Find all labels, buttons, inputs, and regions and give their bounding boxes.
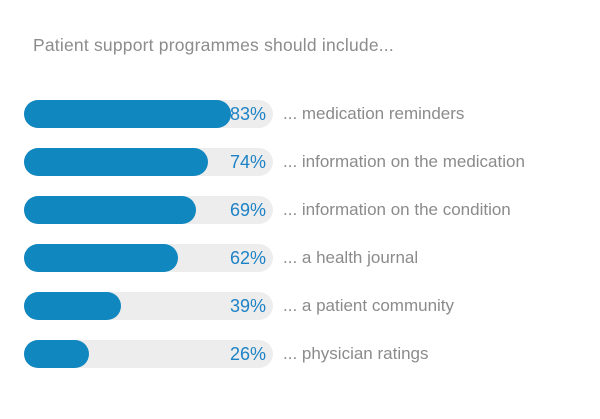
bar-category-label: ... information on the condition	[283, 200, 511, 219]
bar-row: 62% ... a health journal	[24, 244, 525, 272]
bar-track: 39%	[24, 292, 273, 320]
bar-fill	[24, 244, 179, 272]
bar-value-label: 69%	[229, 200, 266, 220]
bar-value-label: 62%	[229, 248, 266, 268]
bar-chart: 83% ... medication reminders 74% ... inf…	[24, 100, 525, 388]
bar-fill	[24, 340, 89, 368]
bar-category-label: ... information on the medication	[283, 152, 525, 171]
chart-title: Patient support programmes should includ…	[33, 35, 394, 55]
bar-value-label: 26%	[229, 344, 266, 364]
bar-value-label: 39%	[229, 296, 266, 316]
bar-category-label: ... a patient community	[283, 296, 455, 315]
bar-row: 74% ... information on the medication	[24, 148, 525, 176]
bar-track: 83%	[24, 100, 273, 128]
bar-row: 83% ... medication reminders	[24, 100, 525, 128]
bar-track: 26%	[24, 340, 273, 368]
bar-category-label: ... medication reminders	[283, 104, 465, 123]
bar-track: 62%	[24, 244, 273, 272]
bar-value-label: 74%	[229, 152, 266, 172]
bar-fill	[24, 148, 209, 176]
bar-track: 69%	[24, 196, 273, 224]
bar-track: 74%	[24, 148, 273, 176]
bar-fill	[24, 100, 231, 128]
bar-row: 26% ... physician ratings	[24, 340, 525, 368]
bar-value-label: 83%	[229, 104, 266, 124]
bar-fill	[24, 292, 122, 320]
bar-fill	[24, 196, 196, 224]
bar-row: 39% ... a patient community	[24, 292, 525, 320]
bar-category-label: ... a health journal	[283, 248, 419, 267]
bar-category-label: ... physician ratings	[283, 344, 429, 363]
bar-row: 69% ... information on the condition	[24, 196, 525, 224]
